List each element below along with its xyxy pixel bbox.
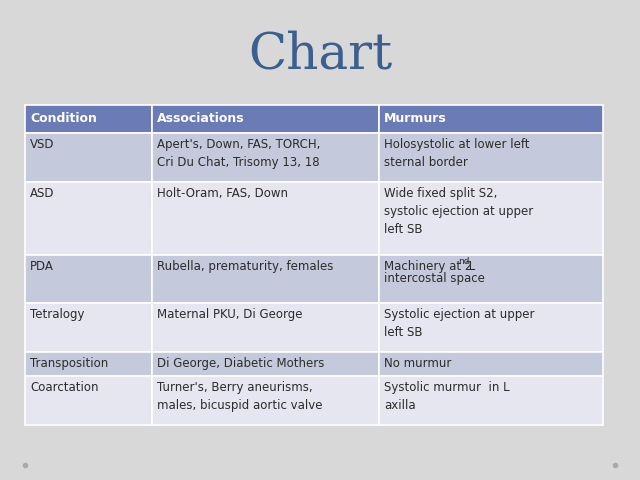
Bar (379, 105, 604, 133)
Bar (379, 352, 604, 376)
Text: Systolic ejection at upper
left SB: Systolic ejection at upper left SB (384, 308, 534, 339)
Text: Chart: Chart (248, 30, 392, 80)
Bar (379, 181, 604, 255)
Bar (25, 352, 152, 376)
Text: L: L (465, 260, 476, 273)
Text: Maternal PKU, Di George: Maternal PKU, Di George (157, 308, 302, 321)
Text: PDA: PDA (30, 260, 54, 273)
Bar (25, 105, 152, 133)
Text: Turner's, Berry aneurisms,
males, bicuspid aortic valve: Turner's, Berry aneurisms, males, bicusp… (157, 381, 323, 412)
Bar (379, 255, 604, 303)
Bar (152, 352, 379, 376)
Bar (152, 181, 379, 255)
Text: No murmur: No murmur (384, 357, 451, 370)
Text: Tetralogy: Tetralogy (30, 308, 84, 321)
Text: Machinery at 2: Machinery at 2 (384, 260, 472, 273)
Text: nd: nd (458, 257, 469, 265)
Text: Holosystolic at lower left
sternal border: Holosystolic at lower left sternal borde… (384, 138, 529, 169)
Bar (25, 376, 152, 425)
Bar (152, 255, 379, 303)
Bar (379, 376, 604, 425)
Bar (152, 133, 379, 181)
Text: VSD: VSD (30, 138, 54, 151)
Text: intercostal space: intercostal space (384, 273, 485, 286)
Text: Systolic murmur  in L
axilla: Systolic murmur in L axilla (384, 381, 509, 412)
Text: Holt-Oram, FAS, Down: Holt-Oram, FAS, Down (157, 187, 288, 200)
Text: Condition: Condition (30, 112, 97, 125)
Bar (152, 303, 379, 352)
Text: Di George, Diabetic Mothers: Di George, Diabetic Mothers (157, 357, 324, 370)
Bar (152, 376, 379, 425)
Bar (25, 303, 152, 352)
Bar (25, 133, 152, 181)
Text: Associations: Associations (157, 112, 244, 125)
Bar (25, 181, 152, 255)
Text: Murmurs: Murmurs (384, 112, 447, 125)
Text: Rubella, prematurity, females: Rubella, prematurity, females (157, 260, 333, 273)
Text: Wide fixed split S2,
systolic ejection at upper
left SB: Wide fixed split S2, systolic ejection a… (384, 187, 533, 236)
Text: Transposition: Transposition (30, 357, 108, 370)
Bar (379, 133, 604, 181)
Text: ASD: ASD (30, 187, 54, 200)
Bar (25, 255, 152, 303)
Text: Apert's, Down, FAS, TORCH,
Cri Du Chat, Trisomy 13, 18: Apert's, Down, FAS, TORCH, Cri Du Chat, … (157, 138, 320, 169)
Bar (379, 303, 604, 352)
Text: Coarctation: Coarctation (30, 381, 99, 395)
Bar (152, 105, 379, 133)
